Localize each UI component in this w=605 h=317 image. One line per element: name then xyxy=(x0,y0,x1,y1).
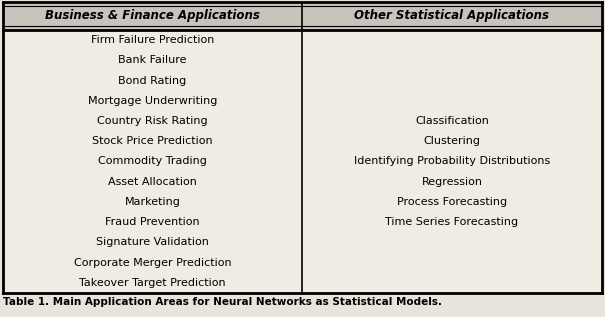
Text: Firm Failure Prediction: Firm Failure Prediction xyxy=(91,35,214,45)
Text: Regression: Regression xyxy=(422,177,483,187)
Bar xyxy=(3,30,602,293)
Text: Corporate Merger Prediction: Corporate Merger Prediction xyxy=(74,258,231,268)
Bar xyxy=(3,2,602,30)
Text: Commodity Trading: Commodity Trading xyxy=(98,157,207,166)
Text: Fraud Prevention: Fraud Prevention xyxy=(105,217,200,227)
Text: Marketing: Marketing xyxy=(125,197,180,207)
Text: Time Series Forecasting: Time Series Forecasting xyxy=(385,217,518,227)
Text: Asset Allocation: Asset Allocation xyxy=(108,177,197,187)
Text: Mortgage Underwriting: Mortgage Underwriting xyxy=(88,96,217,106)
Text: Bank Failure: Bank Failure xyxy=(118,55,187,65)
Text: Process Forecasting: Process Forecasting xyxy=(397,197,507,207)
Text: Business & Finance Applications: Business & Finance Applications xyxy=(45,10,260,23)
Text: Other Statistical Applications: Other Statistical Applications xyxy=(355,10,549,23)
Text: Classification: Classification xyxy=(415,116,489,126)
Text: Table 1. Main Application Areas for Neural Networks as Statistical Models.: Table 1. Main Application Areas for Neur… xyxy=(3,297,442,307)
Text: Stock Price Prediction: Stock Price Prediction xyxy=(92,136,213,146)
Text: Clustering: Clustering xyxy=(424,136,480,146)
Text: Identifying Probability Distributions: Identifying Probability Distributions xyxy=(354,157,550,166)
Text: Country Risk Rating: Country Risk Rating xyxy=(97,116,208,126)
Text: Bond Rating: Bond Rating xyxy=(119,75,186,86)
Text: Takeover Target Prediction: Takeover Target Prediction xyxy=(79,278,226,288)
Text: Signature Validation: Signature Validation xyxy=(96,237,209,248)
